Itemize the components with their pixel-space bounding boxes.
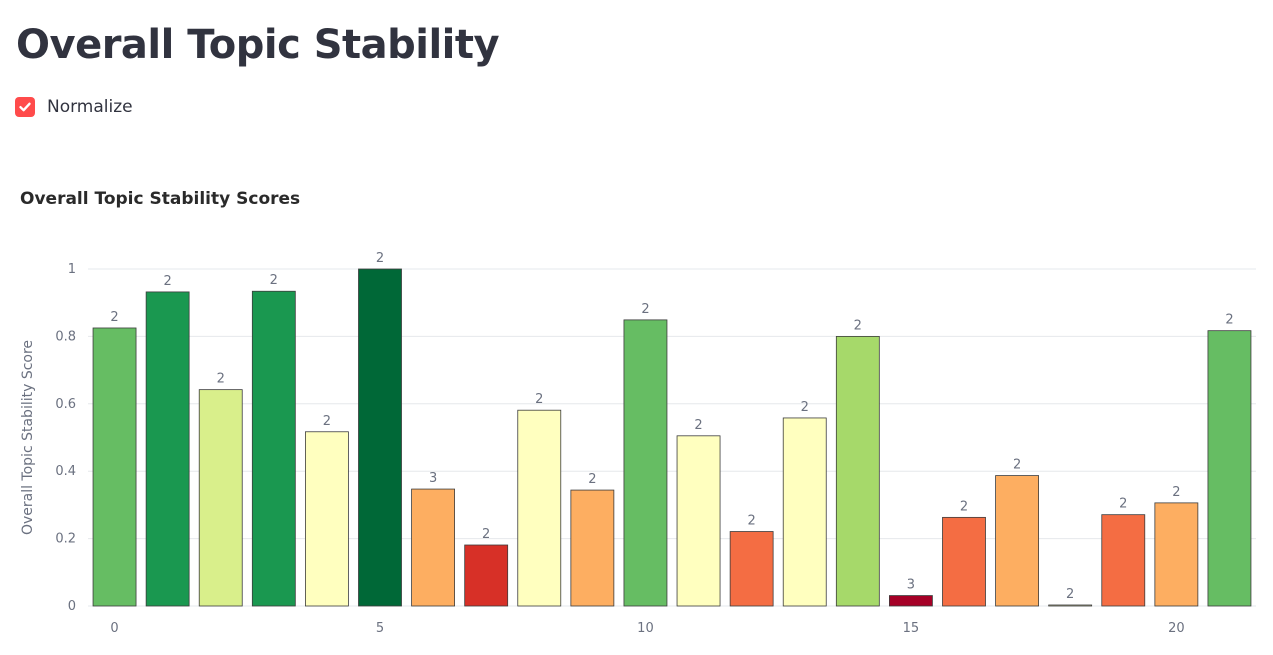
bar[interactable] xyxy=(1207,330,1252,607)
bar[interactable] xyxy=(464,544,509,607)
bar-value-label: 2 xyxy=(163,274,171,289)
bar-value-label: 2 xyxy=(1013,458,1021,473)
bar[interactable] xyxy=(305,431,349,607)
bar-value-label: 2 xyxy=(482,527,490,542)
normalize-checkbox[interactable]: Normalize xyxy=(15,97,133,117)
bar[interactable] xyxy=(942,516,986,607)
stability-bar-chart: 0 0.2 0.4 0.6 0.8 1 Overall Topic Stability Sc… xyxy=(20,251,1256,636)
bar[interactable] xyxy=(145,291,190,607)
bar[interactable] xyxy=(570,489,615,607)
bar-value-label: 2 xyxy=(854,318,862,333)
page-title: Overall Topic Stability xyxy=(16,22,500,68)
bar[interactable] xyxy=(835,336,880,607)
bar-value-label: 2 xyxy=(376,251,384,266)
bar[interactable] xyxy=(92,327,137,607)
bar-value-label: 2 xyxy=(694,418,702,433)
y-tick-label: 0.4 xyxy=(55,464,76,479)
bar-value-label: 2 xyxy=(641,302,649,317)
bar[interactable] xyxy=(358,268,402,607)
bar[interactable] xyxy=(995,475,1039,607)
bar[interactable] xyxy=(676,435,721,607)
x-tick-label: 5 xyxy=(376,621,384,636)
bar[interactable] xyxy=(889,595,933,607)
bar[interactable] xyxy=(729,531,774,607)
x-tick-label: 10 xyxy=(637,621,654,636)
bar-value-label: 2 xyxy=(217,372,225,387)
y-tick-label: 1 xyxy=(68,262,76,277)
y-tick-label: 0.2 xyxy=(55,532,76,547)
bar[interactable] xyxy=(1048,604,1093,607)
bar[interactable] xyxy=(251,290,296,607)
checkbox-checked-icon[interactable] xyxy=(15,97,35,117)
bar-value-label: 2 xyxy=(1119,497,1127,512)
bar-value-label: 2 xyxy=(323,414,331,429)
bar-value-label: 2 xyxy=(1172,485,1180,500)
bar-value-label: 2 xyxy=(110,310,118,325)
bar[interactable] xyxy=(782,417,827,607)
y-tick-label: 0.8 xyxy=(55,329,76,344)
normalize-label: Normalize xyxy=(47,97,133,117)
bar-value-label: 3 xyxy=(429,471,437,486)
bar[interactable] xyxy=(411,488,455,607)
bar-value-label: 2 xyxy=(1066,587,1074,602)
bar[interactable] xyxy=(198,389,243,607)
x-tick-label: 15 xyxy=(903,621,920,636)
chart-title: Overall Topic Stability Scores xyxy=(20,189,301,209)
bar[interactable] xyxy=(623,319,668,607)
y-tick-label: 0.6 xyxy=(55,397,76,412)
bar-value-label: 2 xyxy=(801,400,809,415)
bar-value-label: 2 xyxy=(535,392,543,407)
x-tick-label: 20 xyxy=(1168,621,1185,636)
bar-value-label: 2 xyxy=(588,472,596,487)
bar-value-label: 2 xyxy=(747,514,755,529)
bar[interactable] xyxy=(1101,514,1146,607)
y-axis-title: Overall Topic Stability Score xyxy=(20,340,36,535)
bar-value-label: 2 xyxy=(960,499,968,514)
bar[interactable] xyxy=(517,409,562,607)
bar-value-label: 2 xyxy=(270,273,278,288)
bar[interactable] xyxy=(1154,502,1199,607)
bar-value-label: 3 xyxy=(907,578,915,593)
y-tick-label: 0 xyxy=(68,599,76,614)
x-tick-label: 0 xyxy=(110,621,118,636)
bar-value-label: 2 xyxy=(1225,313,1233,328)
